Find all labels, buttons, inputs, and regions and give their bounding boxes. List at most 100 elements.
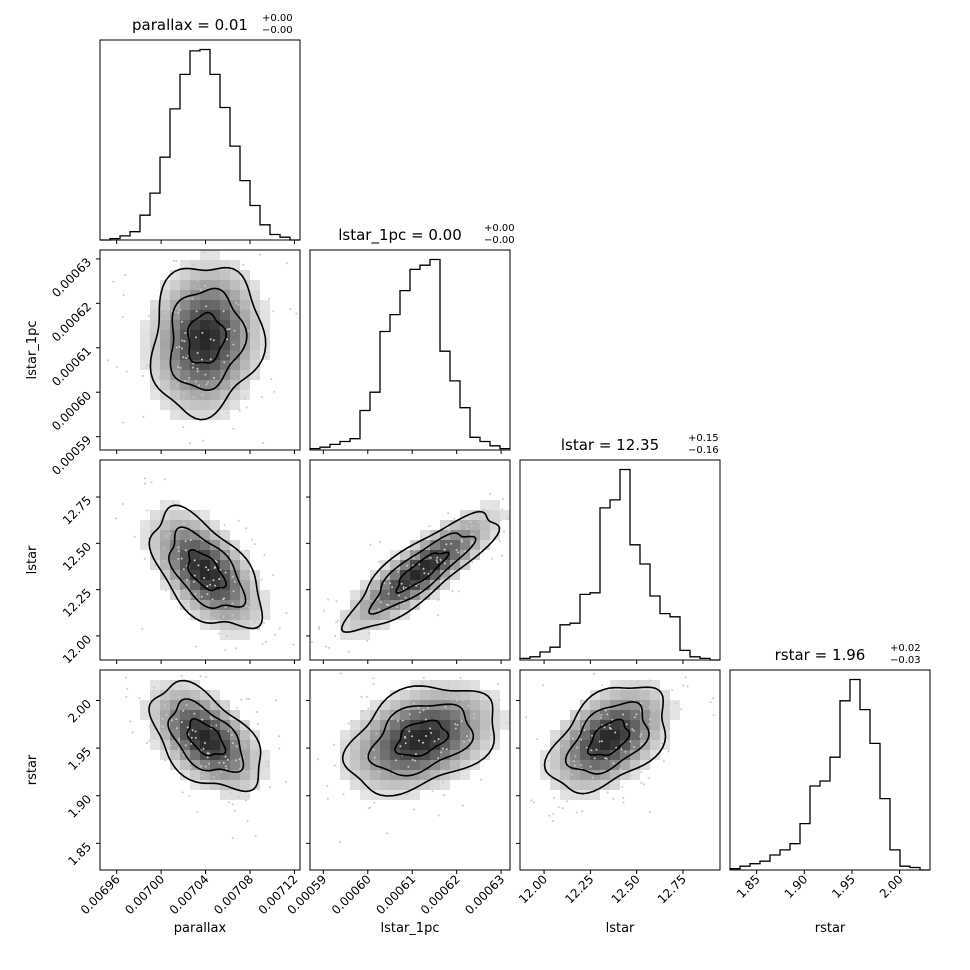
density-cell <box>580 730 590 740</box>
density-cell <box>430 740 440 750</box>
sample-point <box>407 765 410 768</box>
density-cell <box>390 720 400 730</box>
density-cell <box>260 610 270 620</box>
density-cell <box>460 680 470 690</box>
title-parallax: parallax = 0.01 <box>132 16 248 34</box>
sample-point <box>200 765 203 768</box>
sample-point <box>193 580 195 583</box>
density-cell <box>250 310 260 320</box>
density-cell <box>190 520 200 530</box>
sample-point <box>195 380 198 383</box>
density-cell <box>420 720 430 730</box>
density-cell <box>400 580 410 590</box>
density-cell <box>470 550 480 560</box>
density-cell <box>210 360 220 370</box>
sample-point <box>636 680 639 683</box>
sample-point <box>372 683 375 685</box>
density-cell <box>430 580 440 590</box>
density-cell <box>190 600 200 610</box>
density-cell <box>370 600 380 610</box>
density-cell <box>170 690 180 700</box>
density-cell <box>210 310 220 320</box>
sample-point <box>604 757 607 760</box>
sample-point <box>251 538 254 541</box>
sample-point <box>185 357 188 360</box>
sample-point <box>543 770 546 773</box>
histogram-lstar_1pc <box>309 258 510 450</box>
sample-point <box>169 744 172 747</box>
sample-point <box>121 421 124 424</box>
sample-point <box>463 740 465 743</box>
sample-point <box>684 676 687 679</box>
sample-point <box>193 712 196 715</box>
density-cell <box>390 580 400 590</box>
density-cell <box>240 310 250 320</box>
sample-point <box>267 765 270 768</box>
density-cell <box>220 530 230 540</box>
density-cell <box>490 730 500 740</box>
density-cell <box>200 400 210 410</box>
density-cell <box>390 710 400 720</box>
y-tick-label-lstar_1pc: 0.00063 <box>49 255 94 300</box>
density-cell <box>620 720 630 730</box>
sample-point <box>158 375 161 378</box>
sample-point <box>598 740 601 743</box>
sample-point <box>236 707 239 710</box>
density-cell <box>200 770 210 780</box>
sample-point <box>573 760 575 763</box>
sample-point <box>125 370 128 373</box>
density-cell <box>230 280 240 290</box>
sample-point <box>224 755 227 758</box>
density-cell <box>200 540 210 550</box>
sample-point <box>223 524 226 526</box>
sample-point <box>233 809 236 812</box>
density-cell <box>200 260 210 270</box>
density-cell <box>400 600 410 610</box>
sample-point <box>506 517 509 520</box>
sample-point <box>242 741 245 744</box>
sample-point <box>115 366 118 368</box>
density-cell <box>620 760 630 770</box>
sample-point <box>505 721 508 724</box>
x-tick-label-lstar: 12.00 <box>516 872 550 906</box>
density-cell <box>230 770 240 780</box>
sample-point <box>233 619 236 621</box>
sample-point <box>335 621 338 624</box>
density-cell <box>140 360 150 370</box>
sample-point <box>112 280 115 283</box>
sample-point <box>372 748 375 751</box>
sample-point <box>232 590 235 593</box>
density-cell <box>380 620 390 630</box>
sample-point <box>180 284 183 286</box>
sample-point <box>170 310 173 313</box>
sample-point <box>177 550 180 553</box>
sample-point <box>196 811 199 814</box>
histogram-rstar <box>729 678 930 871</box>
sample-point <box>190 766 193 769</box>
sample-point <box>667 750 670 753</box>
sample-point <box>248 734 251 737</box>
sample-point <box>471 533 473 536</box>
density-cell <box>230 760 240 770</box>
sample-point <box>433 740 436 743</box>
density-cell <box>340 770 350 780</box>
sample-point <box>248 612 251 615</box>
density-cell <box>160 330 170 340</box>
density-cell <box>620 770 630 780</box>
sample-point <box>178 345 181 348</box>
density-cell <box>380 610 390 620</box>
sample-point <box>337 619 340 622</box>
density-cell <box>230 750 240 760</box>
sample-point <box>204 373 207 376</box>
density-cell <box>190 360 200 370</box>
density-cell <box>650 740 660 750</box>
density-cell <box>580 700 590 710</box>
sample-point <box>182 518 185 521</box>
density-cell <box>210 530 220 540</box>
density-cell <box>170 520 180 530</box>
sample-point <box>414 759 417 762</box>
sample-point <box>231 837 234 840</box>
sample-point <box>459 759 462 761</box>
sample-point <box>226 634 229 637</box>
density-cell <box>210 340 220 350</box>
